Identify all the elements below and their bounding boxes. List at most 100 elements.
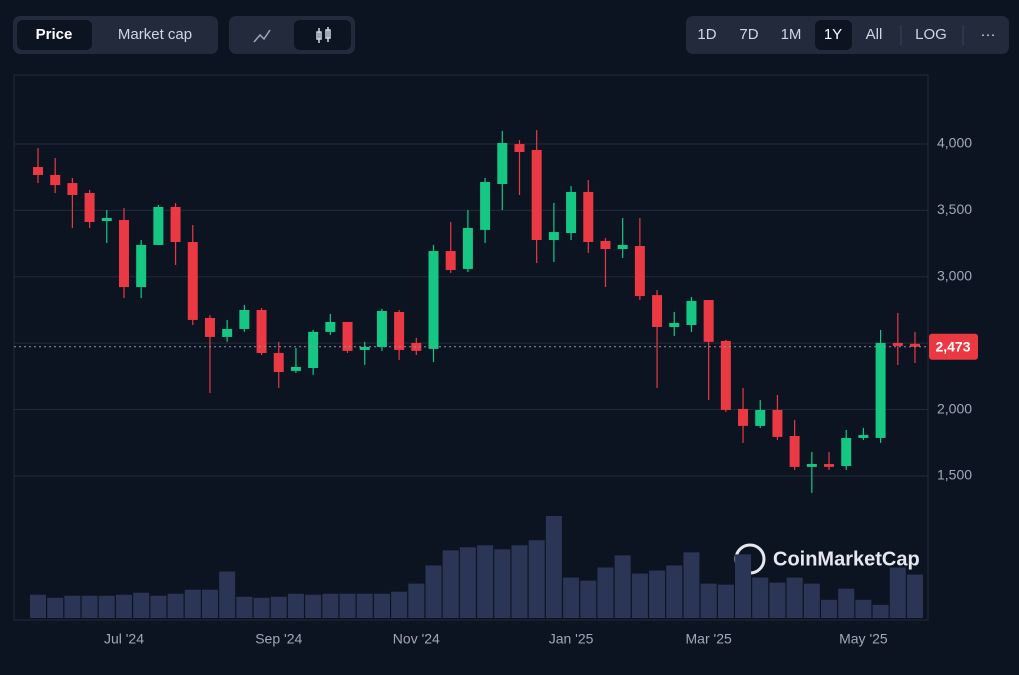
volume-bar [683, 552, 700, 618]
volume-bar [64, 595, 81, 618]
candle-body [514, 144, 525, 153]
price-tag [929, 333, 978, 360]
volume-bar [287, 593, 304, 618]
volume-bar [872, 604, 889, 618]
volume-bar [322, 593, 339, 618]
candle-body [703, 300, 714, 342]
volume-bar [133, 592, 150, 618]
candle-body [67, 183, 78, 196]
volume-bar [786, 577, 803, 618]
candle-body [910, 343, 920, 347]
volume-bar [803, 583, 820, 618]
x-tick-label: Jan '25 [549, 631, 594, 647]
candle-body [394, 311, 405, 350]
candle-body [755, 409, 766, 426]
candle-body [153, 206, 164, 245]
volume-bar [270, 596, 287, 618]
y-tick-label: 4,000 [937, 135, 972, 151]
volume-bar [855, 599, 872, 618]
y-tick-label: 1,500 [937, 467, 972, 483]
volume-bar [356, 593, 373, 618]
volume-bar [373, 593, 390, 618]
candle-body [738, 408, 749, 426]
volume-bar [838, 588, 855, 618]
volume-bar [30, 594, 46, 618]
volume-bar [580, 580, 597, 618]
candle-body [170, 206, 181, 243]
candle-body [308, 331, 319, 369]
volume-bar [821, 599, 838, 618]
range[interactable]: 1M [781, 26, 802, 43]
y-tick-label: 3,500 [937, 201, 972, 217]
x-tick-label: May '25 [839, 631, 888, 647]
volume-bar [563, 577, 580, 618]
range[interactable]: 1Y [824, 26, 842, 43]
candle-body [376, 310, 387, 347]
volume-bar [889, 567, 906, 618]
volume-bar [545, 516, 562, 618]
volume-bar [184, 589, 201, 618]
candle-body [480, 182, 491, 230]
candle-body [497, 142, 508, 184]
candle-body [720, 340, 731, 410]
volume-bar [528, 540, 545, 618]
x-tick-label: Nov '24 [393, 631, 440, 647]
log-toggle[interactable]: LOG [915, 26, 947, 43]
candle-body [772, 409, 783, 437]
candle-body [617, 244, 628, 250]
volume-bar [477, 545, 494, 618]
line-icon[interactable] [253, 29, 271, 43]
candle-body [462, 227, 473, 269]
volume-bar [236, 596, 253, 618]
volume-bar [769, 582, 786, 618]
candle-body [841, 437, 852, 466]
volume-bar [391, 591, 408, 618]
volume-bar [700, 583, 717, 618]
candle-body [187, 242, 198, 320]
candle-body [290, 366, 301, 371]
candle-body [669, 323, 680, 327]
candle-body [428, 251, 439, 349]
range[interactable]: All [866, 26, 883, 43]
volume-bar [717, 584, 734, 618]
candle-body [239, 309, 250, 329]
volume-bar [459, 547, 476, 618]
candle-body [118, 219, 129, 288]
y-tick-label: 2,000 [937, 400, 972, 416]
candle-body [789, 435, 800, 467]
range[interactable]: 7D [739, 26, 758, 43]
tab[interactable]: Price [36, 26, 73, 43]
y-tick-label: 3,000 [937, 268, 972, 284]
volume-bar [511, 545, 528, 618]
candle-body [531, 150, 542, 241]
volume-bar [98, 595, 115, 618]
candle-body [325, 321, 336, 332]
candle-body [50, 174, 61, 186]
volume-bar [167, 593, 184, 618]
candle-icon[interactable] [316, 27, 331, 43]
volume-bar [219, 571, 236, 618]
candle-button[interactable] [294, 20, 351, 50]
volume-bar [666, 565, 683, 618]
candle-body [101, 217, 112, 222]
candle-body [892, 342, 903, 346]
candle-body [256, 309, 267, 354]
tab[interactable]: Market cap [118, 26, 192, 43]
candle-body [652, 295, 663, 327]
volume-bar [442, 550, 459, 618]
x-tick-label: Mar '25 [686, 631, 732, 647]
x-tick-label: Jul '24 [104, 631, 144, 647]
candle-body [342, 321, 353, 351]
candle-body [858, 434, 869, 438]
more-button[interactable]: ··· [981, 26, 996, 43]
candle-body [875, 342, 886, 438]
candle-body [445, 251, 456, 271]
range-active[interactable] [815, 20, 852, 50]
tab-active[interactable] [17, 20, 92, 50]
volume-bar [425, 565, 442, 618]
candle-body [686, 300, 697, 325]
volume-bar [115, 594, 132, 618]
x-tick-label: Sep '24 [255, 631, 302, 647]
range[interactable]: 1D [697, 26, 716, 43]
